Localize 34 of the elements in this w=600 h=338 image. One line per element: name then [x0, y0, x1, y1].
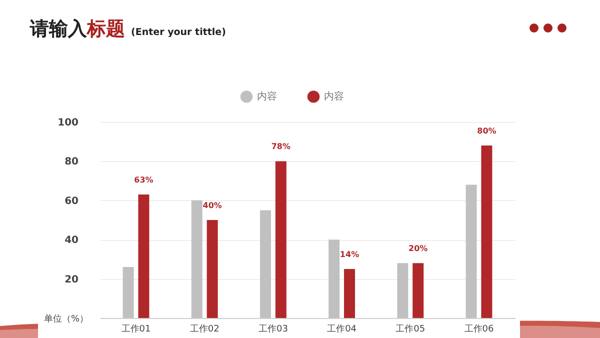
y-tick-label: 60	[64, 196, 79, 207]
y-tick-label: 40	[64, 235, 79, 246]
x-tick-label: 工作03	[258, 324, 288, 334]
bar	[260, 210, 271, 318]
bar	[397, 263, 408, 318]
y-tick-label: 100	[58, 118, 79, 128]
annotation: 78%	[271, 142, 290, 152]
bar	[138, 194, 150, 318]
x-tick-label: 工作06	[464, 324, 494, 334]
y-axis-title: 单位（%）	[44, 314, 88, 324]
bar	[481, 146, 492, 318]
chart-subtitle: (Enter your tittle)	[131, 27, 226, 38]
legend-label: 内容	[257, 90, 277, 103]
annotation: 14%	[340, 250, 360, 259]
x-tick-label: 工作04	[327, 324, 357, 334]
annotation: 20%	[408, 244, 428, 254]
bar	[206, 220, 218, 318]
annotation: 40%	[202, 201, 222, 210]
x-tick-label: 工作05	[396, 324, 426, 334]
bar	[412, 263, 424, 318]
bar	[466, 184, 477, 318]
annotation: 80%	[477, 126, 496, 136]
bar	[328, 240, 340, 318]
bar	[275, 161, 286, 318]
bar	[191, 200, 202, 318]
y-tick-label: 20	[64, 274, 79, 286]
annotation: 63%	[134, 176, 154, 185]
legend-label: 内容	[324, 90, 344, 103]
bar	[122, 267, 134, 318]
x-tick-label: 工作02	[190, 324, 220, 334]
chart-title: 请输入标题	[30, 18, 125, 40]
y-tick-label: 80	[64, 156, 79, 168]
bar	[344, 269, 356, 318]
x-tick-label: 工作01	[121, 324, 151, 334]
